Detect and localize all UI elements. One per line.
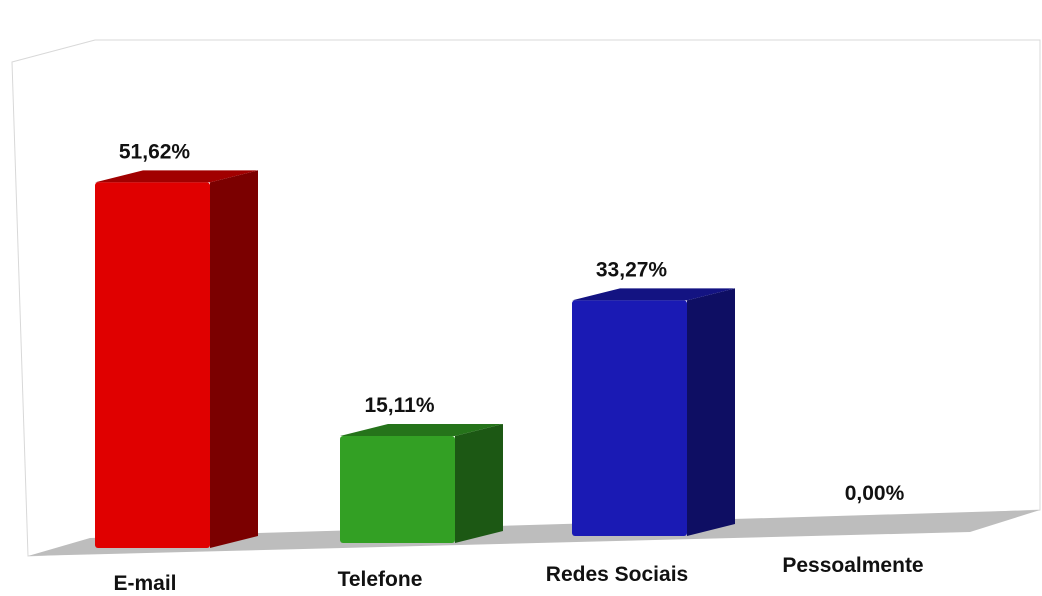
value-label-redes-sociais: 33,27%: [596, 258, 668, 281]
bar-redes-sociais: [572, 288, 735, 536]
value-label-telefone: 15,11%: [364, 394, 434, 417]
category-label-pessoalmente: Pessoalmente: [782, 554, 923, 577]
bar-telefone: [340, 423, 503, 543]
value-label-pessoalmente: 0,00%: [845, 482, 905, 505]
category-label-e-mail: E-mail: [113, 572, 176, 595]
bar-front: [572, 300, 687, 536]
bar-side: [455, 423, 503, 543]
bars-group: [95, 170, 735, 548]
chart-back-wall: [11, 39, 1041, 557]
bar-top: [340, 423, 503, 436]
bar-front: [95, 182, 210, 548]
bar-side: [210, 170, 258, 548]
value-label-e-mail: 51,62%: [119, 140, 191, 163]
category-label-redes-sociais: Redes Sociais: [546, 563, 688, 586]
bar-side: [687, 288, 735, 536]
bar-e-mail: [95, 170, 258, 548]
bar-top: [95, 170, 258, 183]
back-wall: [11, 39, 1041, 557]
bar-front: [340, 435, 455, 543]
category-label-telefone: Telefone: [338, 568, 423, 591]
value-labels-group: 51,62% 15,11% 33,27% 0,00%: [119, 140, 905, 505]
category-labels-group: E-mail Telefone Redes Sociais Pessoalmente: [113, 554, 923, 595]
chart-floor: [28, 510, 1040, 556]
bar-top: [572, 288, 735, 301]
